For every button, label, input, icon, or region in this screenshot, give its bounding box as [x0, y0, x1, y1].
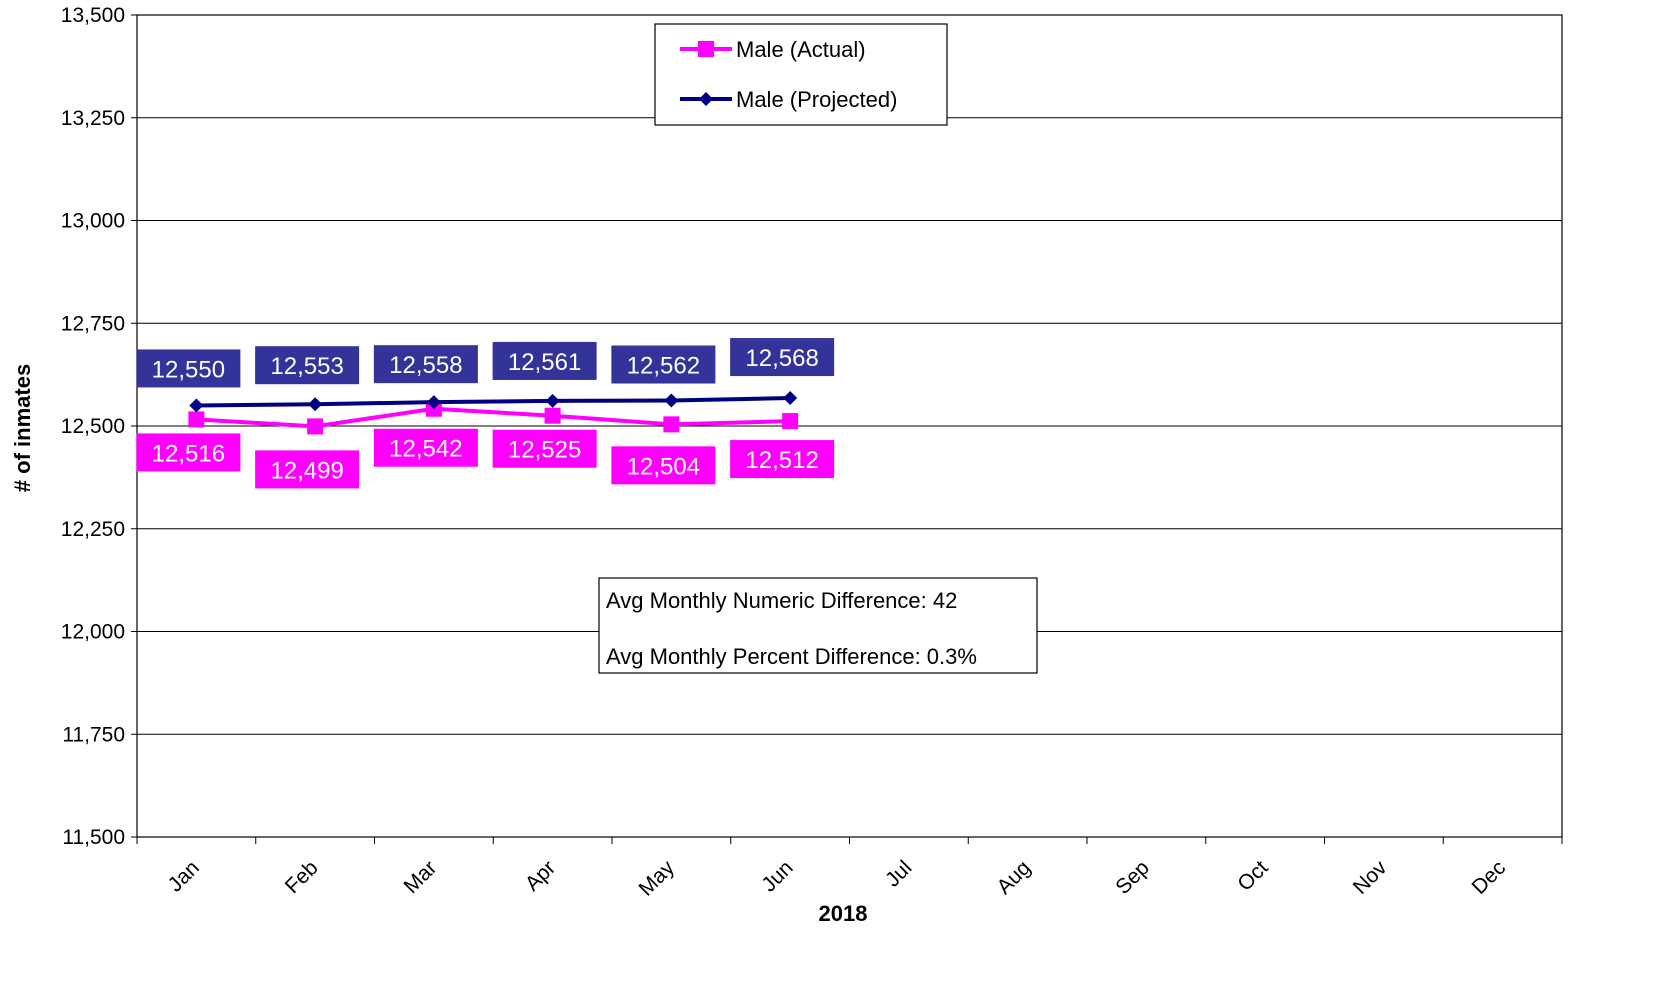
data-label-box — [255, 346, 360, 385]
data-label-text: 12,512 — [745, 447, 818, 474]
series-layer — [188, 391, 799, 435]
legend-marker-actual — [698, 41, 714, 57]
series-line — [196, 406, 791, 429]
legend-label-actual: Male (Actual) — [736, 37, 866, 62]
y-tick-label: 12,250 — [61, 518, 125, 541]
data-label-box — [136, 433, 241, 472]
y-tick-label: 13,500 — [61, 4, 125, 27]
y-axis: 11,500 11,750 12,000 12,250 12,500 12,750 13,0… — [61, 4, 137, 849]
legend-box — [654, 23, 948, 126]
data-label-text: 12,499 — [270, 457, 343, 484]
x-tick-label: Jun — [757, 856, 797, 896]
data-label-box — [492, 341, 597, 380]
data-label-text: 12,568 — [745, 345, 818, 372]
y-tick-label: 11,500 — [62, 826, 125, 849]
data-label-text: 12,504 — [627, 453, 700, 480]
x-tick-label: Sep — [1111, 856, 1154, 899]
data-label-text: 12,542 — [389, 436, 462, 463]
data-label-box — [136, 349, 241, 388]
data-point — [664, 393, 679, 408]
legend-label-projected: Male (Projected) — [736, 87, 897, 112]
gridlines — [137, 117, 1562, 735]
data-label-text: 12,525 — [508, 437, 581, 464]
data-label: 12,512 — [730, 440, 835, 479]
x-tick-label: Dec — [1467, 856, 1510, 899]
data-label-text: 12,553 — [270, 353, 343, 380]
data-labels-layer: 12,516 12,499 12,542 12,525 12,504 12,512 12,5… — [136, 338, 835, 489]
x-tick-label: Apr — [521, 856, 560, 895]
annotation-box — [598, 577, 1038, 674]
x-tick-label: Jan — [164, 856, 204, 896]
data-label: 12,550 — [136, 349, 241, 388]
annotation-numeric-difference: Avg Monthly Numeric Difference: 42 — [606, 588, 957, 613]
y-tick-label: 12,750 — [61, 312, 125, 335]
data-point — [307, 418, 324, 435]
data-label: 12,562 — [611, 345, 716, 384]
data-label-box — [730, 338, 835, 377]
data-label: 12,516 — [136, 433, 241, 472]
x-tick-label: May — [635, 856, 680, 901]
data-label: 12,542 — [373, 428, 478, 467]
x-tick-label: Mar — [400, 856, 442, 898]
data-label-box — [611, 345, 716, 384]
y-tick-label: 12,000 — [61, 621, 125, 644]
data-point — [188, 411, 205, 428]
data-label-box — [373, 428, 478, 467]
y-tick-label: 12,500 — [61, 415, 125, 438]
x-tick-label: Aug — [992, 856, 1035, 899]
data-label-box — [492, 429, 597, 468]
x-axis-title: 2018 — [819, 901, 868, 926]
x-tick-label: Jul — [881, 856, 916, 891]
x-tick-label: Oct — [1233, 856, 1272, 895]
x-tick-label: Feb — [281, 856, 323, 898]
y-tick-label: 11,750 — [62, 723, 125, 746]
data-label-text: 12,562 — [627, 353, 700, 380]
y-tick-label: 13,000 — [61, 210, 125, 233]
annotation-percent-difference: Avg Monthly Percent Difference: 0.3% — [606, 644, 977, 669]
y-axis-title: # of inmates — [10, 364, 35, 492]
data-label-box — [255, 450, 360, 489]
data-point — [308, 397, 323, 412]
data-label: 12,499 — [255, 450, 360, 489]
y-tick-label: 13,250 — [61, 107, 125, 130]
legend-marker-projected — [699, 92, 713, 106]
data-label: 12,561 — [492, 341, 597, 380]
difference-annotation: Avg Monthly Numeric Difference: 42 Avg M… — [598, 577, 1038, 674]
data-point — [545, 393, 560, 408]
data-point — [663, 416, 680, 433]
data-point — [544, 407, 561, 424]
legend: Male (Actual) Male (Projected) — [654, 23, 948, 126]
data-label: 12,504 — [611, 446, 716, 485]
data-point — [189, 398, 204, 413]
data-label-text: 12,561 — [508, 349, 581, 376]
data-label-text: 12,550 — [152, 356, 225, 383]
data-label: 12,558 — [373, 345, 478, 384]
data-label: 12,568 — [730, 338, 835, 377]
data-label-box — [611, 446, 716, 485]
x-tick-label: Nov — [1349, 856, 1392, 899]
data-label-text: 12,558 — [389, 352, 462, 379]
data-point — [783, 391, 798, 406]
data-label-box — [373, 345, 478, 384]
data-label-text: 12,516 — [152, 440, 225, 467]
data-point — [782, 413, 799, 430]
series-line — [196, 396, 791, 408]
data-label: 12,525 — [492, 429, 597, 468]
data-label-box — [730, 440, 835, 479]
data-label: 12,553 — [255, 346, 360, 385]
x-axis: Jan Feb Mar Apr May Jun Jul Aug Sep Oct Nov Dec — [136, 837, 1563, 901]
data-point — [426, 395, 441, 410]
